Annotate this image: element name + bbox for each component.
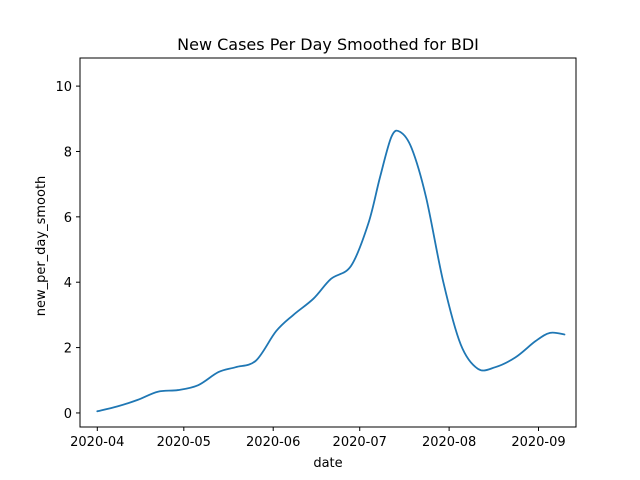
y-tick-label-0: 0 — [64, 407, 72, 422]
y-tick-label-5: 10 — [55, 80, 72, 95]
x-tick-label-4: 2020-08 — [422, 435, 476, 450]
axes-frame — [79, 57, 577, 428]
y-axis-label: new_per_day_smooth — [34, 176, 49, 317]
x-tick-label-0: 2020-04 — [70, 435, 124, 450]
y-tick-label-1: 2 — [64, 342, 72, 357]
x-tick-label-3: 2020-07 — [333, 435, 387, 450]
chart-title: New Cases Per Day Smoothed for BDI — [177, 35, 479, 54]
y-tick-label-2: 4 — [64, 276, 72, 291]
x-axis-label: date — [313, 456, 342, 471]
x-tick-label-1: 2020-05 — [157, 435, 211, 450]
y-tick-label-3: 6 — [64, 211, 72, 226]
plot-area: 2020-04 2020-05 2020-06 2020-07 2020-08 2020-… — [55, 57, 577, 450]
y-tick-label-4: 8 — [64, 145, 72, 160]
series-line-0 — [96, 129, 566, 413]
x-tick-label-5: 2020-09 — [511, 435, 565, 450]
x-tick-label-2: 2020-06 — [246, 435, 300, 450]
